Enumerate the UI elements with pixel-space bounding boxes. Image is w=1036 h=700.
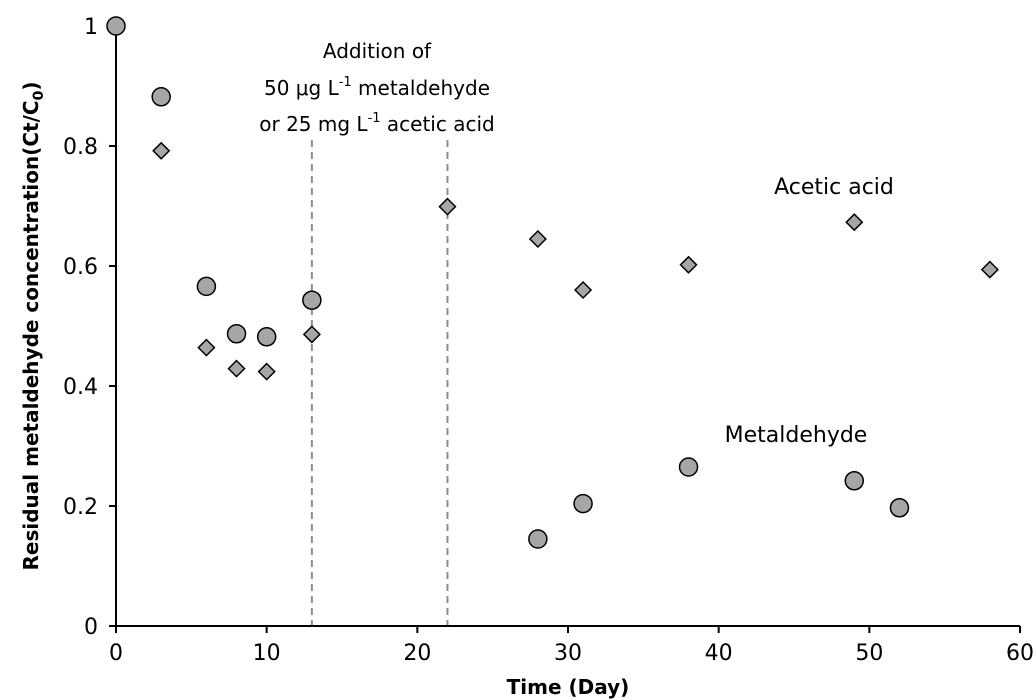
reference-lines xyxy=(310,140,449,626)
x-tick-label: 10 xyxy=(253,641,281,666)
acetic-acid-point xyxy=(845,213,864,232)
x-tick-label: 50 xyxy=(855,641,883,666)
annotation-line-1: Addition of xyxy=(323,39,432,63)
acetic-acid-point xyxy=(227,359,246,378)
y-tick-label: 0.8 xyxy=(63,135,98,160)
metaldehyde-point xyxy=(678,457,699,477)
acetic-acid-point xyxy=(980,260,999,279)
x-tick-label: 30 xyxy=(554,641,582,666)
y-tick-label: 0.4 xyxy=(63,375,98,400)
x-tick-label: 40 xyxy=(705,641,733,666)
metaldehyde-point xyxy=(151,87,171,107)
acetic-acid-point xyxy=(302,325,321,344)
metaldehyde-point xyxy=(302,290,322,310)
y-axis-title: Residual metaldehyde concentration(Ct/C0… xyxy=(19,82,47,571)
y-tick-label: 0.2 xyxy=(63,495,98,520)
x-axis-title: Time (Day) xyxy=(507,675,630,699)
annotation-line-3: or 25 mg L-1 acetic acid xyxy=(259,111,494,136)
y-tick-label: 1 xyxy=(84,15,98,40)
data-points xyxy=(106,16,999,549)
y-ticks: 0 0.2 0.4 0.6 0.8 1 xyxy=(63,15,116,640)
metaldehyde-point xyxy=(256,327,277,347)
acetic-acid-point xyxy=(574,280,593,300)
metaldehyde-point xyxy=(196,276,217,297)
acetic-acid-point xyxy=(197,338,216,357)
metaldehyde-point xyxy=(844,471,865,491)
acetic-acid-point xyxy=(679,255,698,274)
x-ticks: 0 10 20 30 40 50 60 xyxy=(109,626,1034,666)
acetic-acid-point xyxy=(528,229,547,249)
series-label-metaldehyde: Metaldehyde xyxy=(725,423,868,448)
addition-annotation: Addition of 50 μg L-1 metaldehyde or 25 … xyxy=(259,39,494,136)
acetic-acid-point xyxy=(152,141,171,160)
metaldehyde-point xyxy=(226,324,247,344)
metaldehyde-point xyxy=(106,16,126,36)
x-tick-label: 20 xyxy=(403,641,431,666)
series-label-acetic-acid: Acetic acid xyxy=(774,175,894,200)
x-tick-label: 60 xyxy=(1006,641,1034,666)
metaldehyde-point xyxy=(889,498,910,518)
axes xyxy=(115,26,1020,627)
metaldehyde-point xyxy=(528,529,548,549)
acetic-acid-point xyxy=(257,362,276,381)
annotation-line-2: 50 μg L-1 metaldehyde xyxy=(264,75,490,100)
metaldehyde-point xyxy=(573,493,593,514)
y-tick-label: 0.6 xyxy=(63,255,98,280)
y-tick-label: 0 xyxy=(84,615,98,640)
x-tick-label: 0 xyxy=(109,641,123,666)
acetic-acid-point xyxy=(438,197,457,216)
